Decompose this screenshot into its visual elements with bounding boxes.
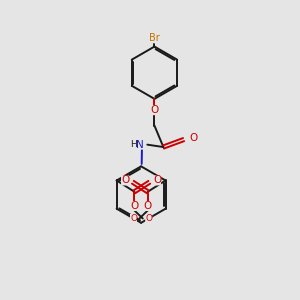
Text: O: O: [130, 214, 137, 223]
Text: O: O: [121, 176, 129, 185]
Text: Br: Br: [149, 33, 160, 43]
Text: O: O: [144, 201, 152, 211]
Text: O: O: [145, 214, 152, 223]
Text: N: N: [136, 140, 143, 150]
Text: O: O: [153, 176, 161, 185]
Text: O: O: [130, 201, 139, 211]
Text: O: O: [150, 105, 159, 115]
Text: H: H: [130, 140, 136, 148]
Text: O: O: [189, 133, 197, 143]
